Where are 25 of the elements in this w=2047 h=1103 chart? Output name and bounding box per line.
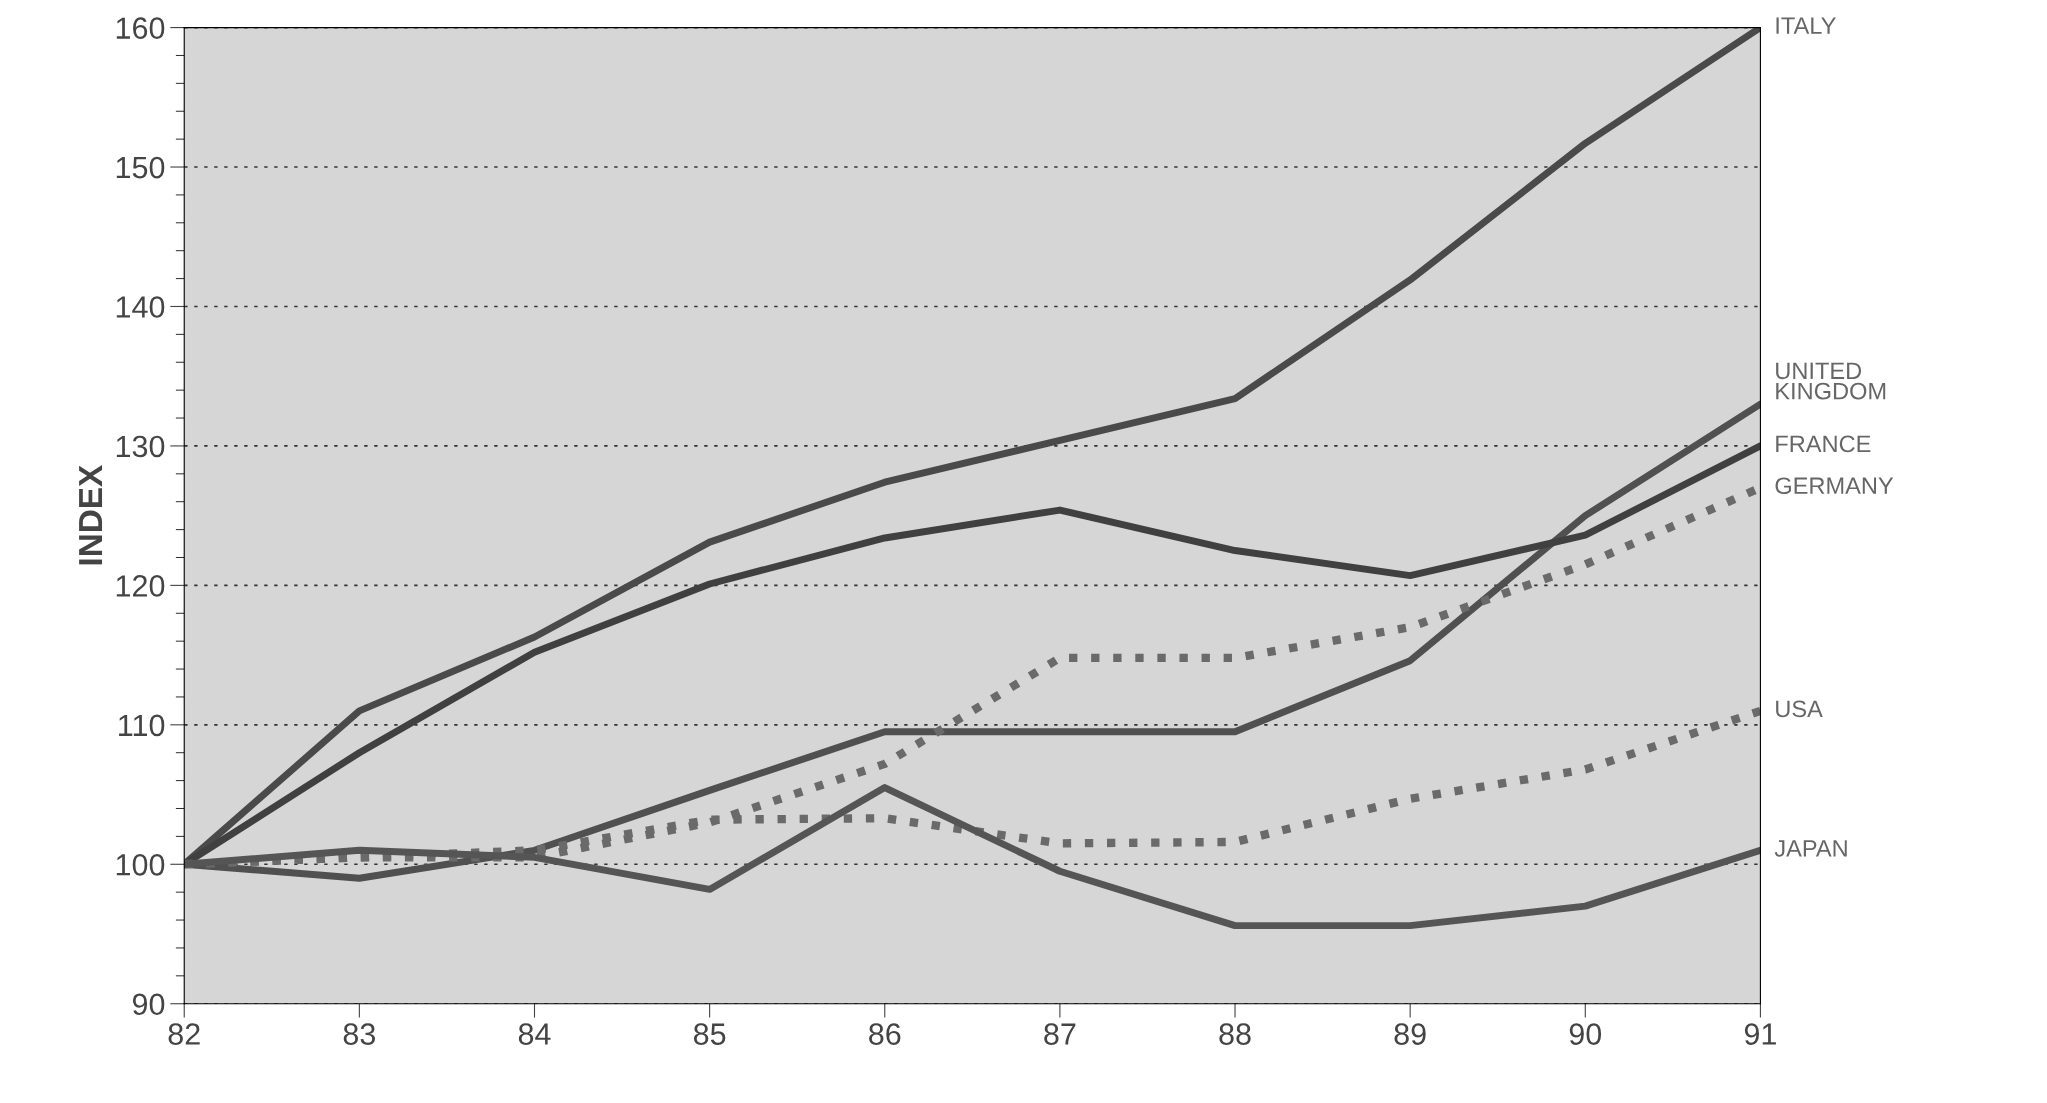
y-tick-label: 100 bbox=[116, 854, 165, 876]
y-tick-label: 110 bbox=[119, 714, 165, 737]
x-tick-label: 86 bbox=[869, 1023, 901, 1045]
x-tick-label: 88 bbox=[1219, 1023, 1251, 1045]
x-tick-label: 85 bbox=[693, 1023, 726, 1045]
x-tick-label: 91 bbox=[1744, 1023, 1776, 1045]
x-tick-label: 89 bbox=[1394, 1023, 1426, 1045]
x-tick-label: 87 bbox=[1044, 1023, 1076, 1045]
y-tick-label: 90 bbox=[132, 993, 165, 1016]
series-label: JAPAN bbox=[1774, 840, 1847, 857]
series-label: UNITED KINGDOM bbox=[1776, 362, 1886, 400]
x-tick-label: 83 bbox=[343, 1023, 376, 1045]
series-label: FRANCE bbox=[1776, 435, 1871, 453]
y-tick-label: 140 bbox=[116, 296, 165, 318]
y-tick-label: 150 bbox=[116, 156, 165, 179]
series-label: ITALY bbox=[1776, 17, 1836, 34]
y-axis-title: INDEX bbox=[79, 465, 103, 565]
x-tick-label: 82 bbox=[168, 1023, 200, 1045]
series-label: USA bbox=[1776, 700, 1823, 718]
x-tick-label: 90 bbox=[1569, 1023, 1602, 1045]
series-label: GERMANY bbox=[1775, 477, 1894, 495]
x-tick-label: 84 bbox=[518, 1023, 551, 1045]
y-tick-label: 130 bbox=[116, 435, 165, 458]
y-tick-label: 120 bbox=[116, 575, 165, 597]
y-tick-label: 160 bbox=[116, 17, 165, 39]
